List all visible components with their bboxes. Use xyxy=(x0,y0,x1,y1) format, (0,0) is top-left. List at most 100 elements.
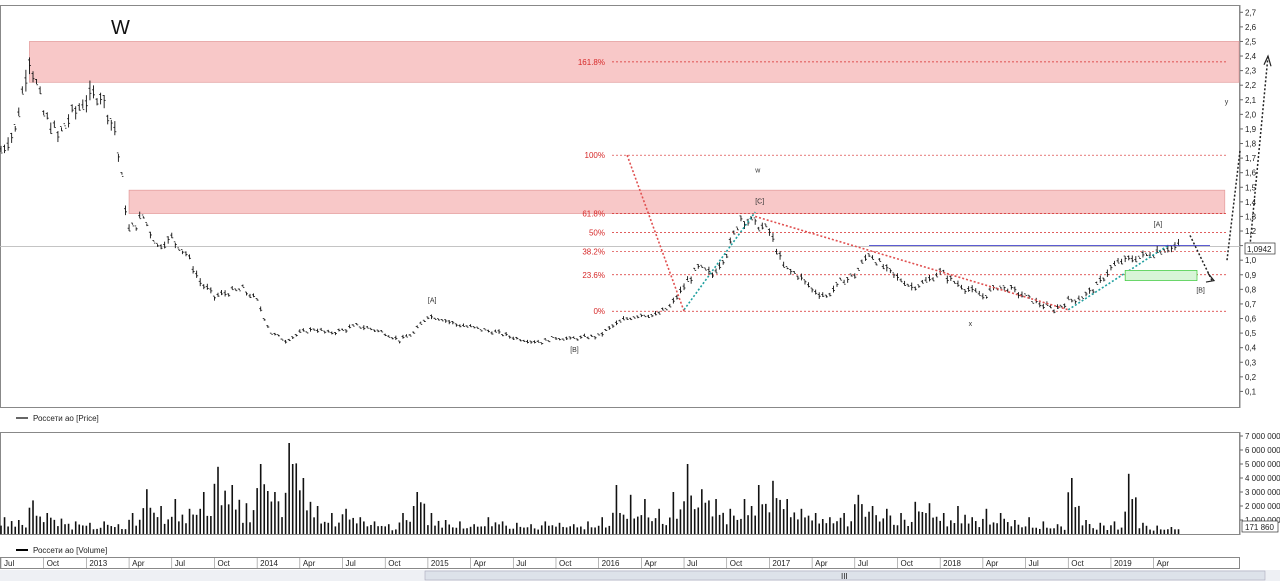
price-tick-label: 1,2 xyxy=(1245,227,1257,236)
price-bar xyxy=(1059,304,1063,308)
price-bar xyxy=(568,336,572,340)
price-bar xyxy=(1056,304,1060,309)
support-box xyxy=(1124,270,1198,281)
price-bar xyxy=(718,262,722,270)
price-bar xyxy=(209,287,213,294)
price-bar xyxy=(771,233,775,242)
price-tick-label: 2,7 xyxy=(1245,8,1257,17)
price-bar xyxy=(536,339,540,343)
price-bar xyxy=(362,325,366,331)
price-bar xyxy=(757,226,761,232)
price-bar xyxy=(778,251,782,260)
price-bar xyxy=(1041,303,1045,310)
price-bar xyxy=(35,79,39,86)
price-bar xyxy=(465,325,469,328)
price-bar xyxy=(1127,255,1131,261)
price-bar xyxy=(259,306,263,312)
price-bar xyxy=(867,253,871,257)
price-bar xyxy=(721,260,725,265)
price-bar xyxy=(56,131,60,143)
time-tick-label: Apr xyxy=(1157,559,1170,568)
price-bar xyxy=(301,328,305,332)
price-bar xyxy=(202,284,206,290)
time-tick-label: Apr xyxy=(474,559,487,568)
price-bar xyxy=(508,335,512,339)
price-bar xyxy=(131,222,135,227)
price-bar xyxy=(675,294,679,300)
price-bar xyxy=(84,95,88,113)
price-bar xyxy=(405,334,409,338)
price-bar xyxy=(1066,295,1070,301)
price-bar xyxy=(935,272,939,278)
price-bar xyxy=(248,293,252,299)
price-bar xyxy=(497,329,501,334)
price-bar xyxy=(728,237,732,244)
price-tick-label: 0,6 xyxy=(1245,315,1257,324)
time-tick-label: Jul xyxy=(858,559,868,568)
time-tick-label: Apr xyxy=(815,559,828,568)
price-bar xyxy=(636,315,640,319)
price-bar xyxy=(590,334,594,337)
price-bar xyxy=(526,339,530,344)
price-bar xyxy=(298,329,302,333)
time-tick-label: Jul xyxy=(687,559,697,568)
price-bar xyxy=(333,332,337,336)
time-tick-label: Oct xyxy=(730,559,743,568)
price-bar xyxy=(686,276,690,282)
time-tick-label: Apr xyxy=(644,559,657,568)
current-price-label: 1,0942 xyxy=(1247,245,1272,254)
price-bar xyxy=(671,297,675,304)
forecast-arrowhead-up xyxy=(1263,54,1272,67)
price-bar xyxy=(170,232,174,239)
price-tick-label: 2,5 xyxy=(1245,37,1257,46)
price-bar xyxy=(52,120,56,128)
price-bar xyxy=(191,266,195,274)
price-bar xyxy=(839,277,843,281)
price-tick-label: 0,9 xyxy=(1245,271,1257,280)
price-bar xyxy=(77,103,81,111)
price-bar xyxy=(661,307,665,311)
price-bar xyxy=(330,331,334,335)
price-bar xyxy=(287,338,291,342)
price-bar xyxy=(924,277,928,283)
price-bar xyxy=(682,283,686,291)
time-tick-label: 2019 xyxy=(1114,559,1132,568)
price-bar xyxy=(967,286,971,292)
price-bar xyxy=(1141,250,1145,258)
price-bar xyxy=(1073,299,1077,304)
scrollbar-thumb[interactable] xyxy=(424,570,1266,581)
forecast-arrowhead-down xyxy=(1205,272,1216,283)
price-bar xyxy=(550,336,554,338)
price-bar xyxy=(461,323,465,328)
price-bar xyxy=(906,283,910,287)
price-bar xyxy=(476,326,480,329)
time-tick-label: Oct xyxy=(47,559,60,568)
price-bar xyxy=(454,323,458,327)
price-bar xyxy=(223,290,227,297)
price-bar xyxy=(540,342,544,345)
price-bar xyxy=(846,277,850,283)
wave-label: x xyxy=(969,321,973,328)
price-bar xyxy=(1123,255,1127,263)
price-bar xyxy=(639,313,643,318)
price-bar xyxy=(1077,295,1081,301)
time-tick-label: 2016 xyxy=(602,559,620,568)
wave-label: [B] xyxy=(1196,287,1205,294)
price-bar xyxy=(227,293,231,297)
price-bar xyxy=(1173,242,1177,251)
price-bar xyxy=(401,334,405,339)
price-bar xyxy=(903,280,907,286)
price-bar xyxy=(856,267,860,271)
price-bar xyxy=(198,278,202,287)
price-bar xyxy=(152,240,156,244)
wave-label: w xyxy=(754,168,761,175)
price-bar xyxy=(1120,258,1124,265)
price-bar xyxy=(974,288,978,293)
price-bar xyxy=(714,268,718,274)
time-tick-label: Jul xyxy=(4,559,14,568)
price-bar xyxy=(376,329,380,333)
price-bar xyxy=(511,336,515,340)
price-bar xyxy=(145,221,149,227)
current-volume-label: 171 860 xyxy=(1245,523,1274,532)
